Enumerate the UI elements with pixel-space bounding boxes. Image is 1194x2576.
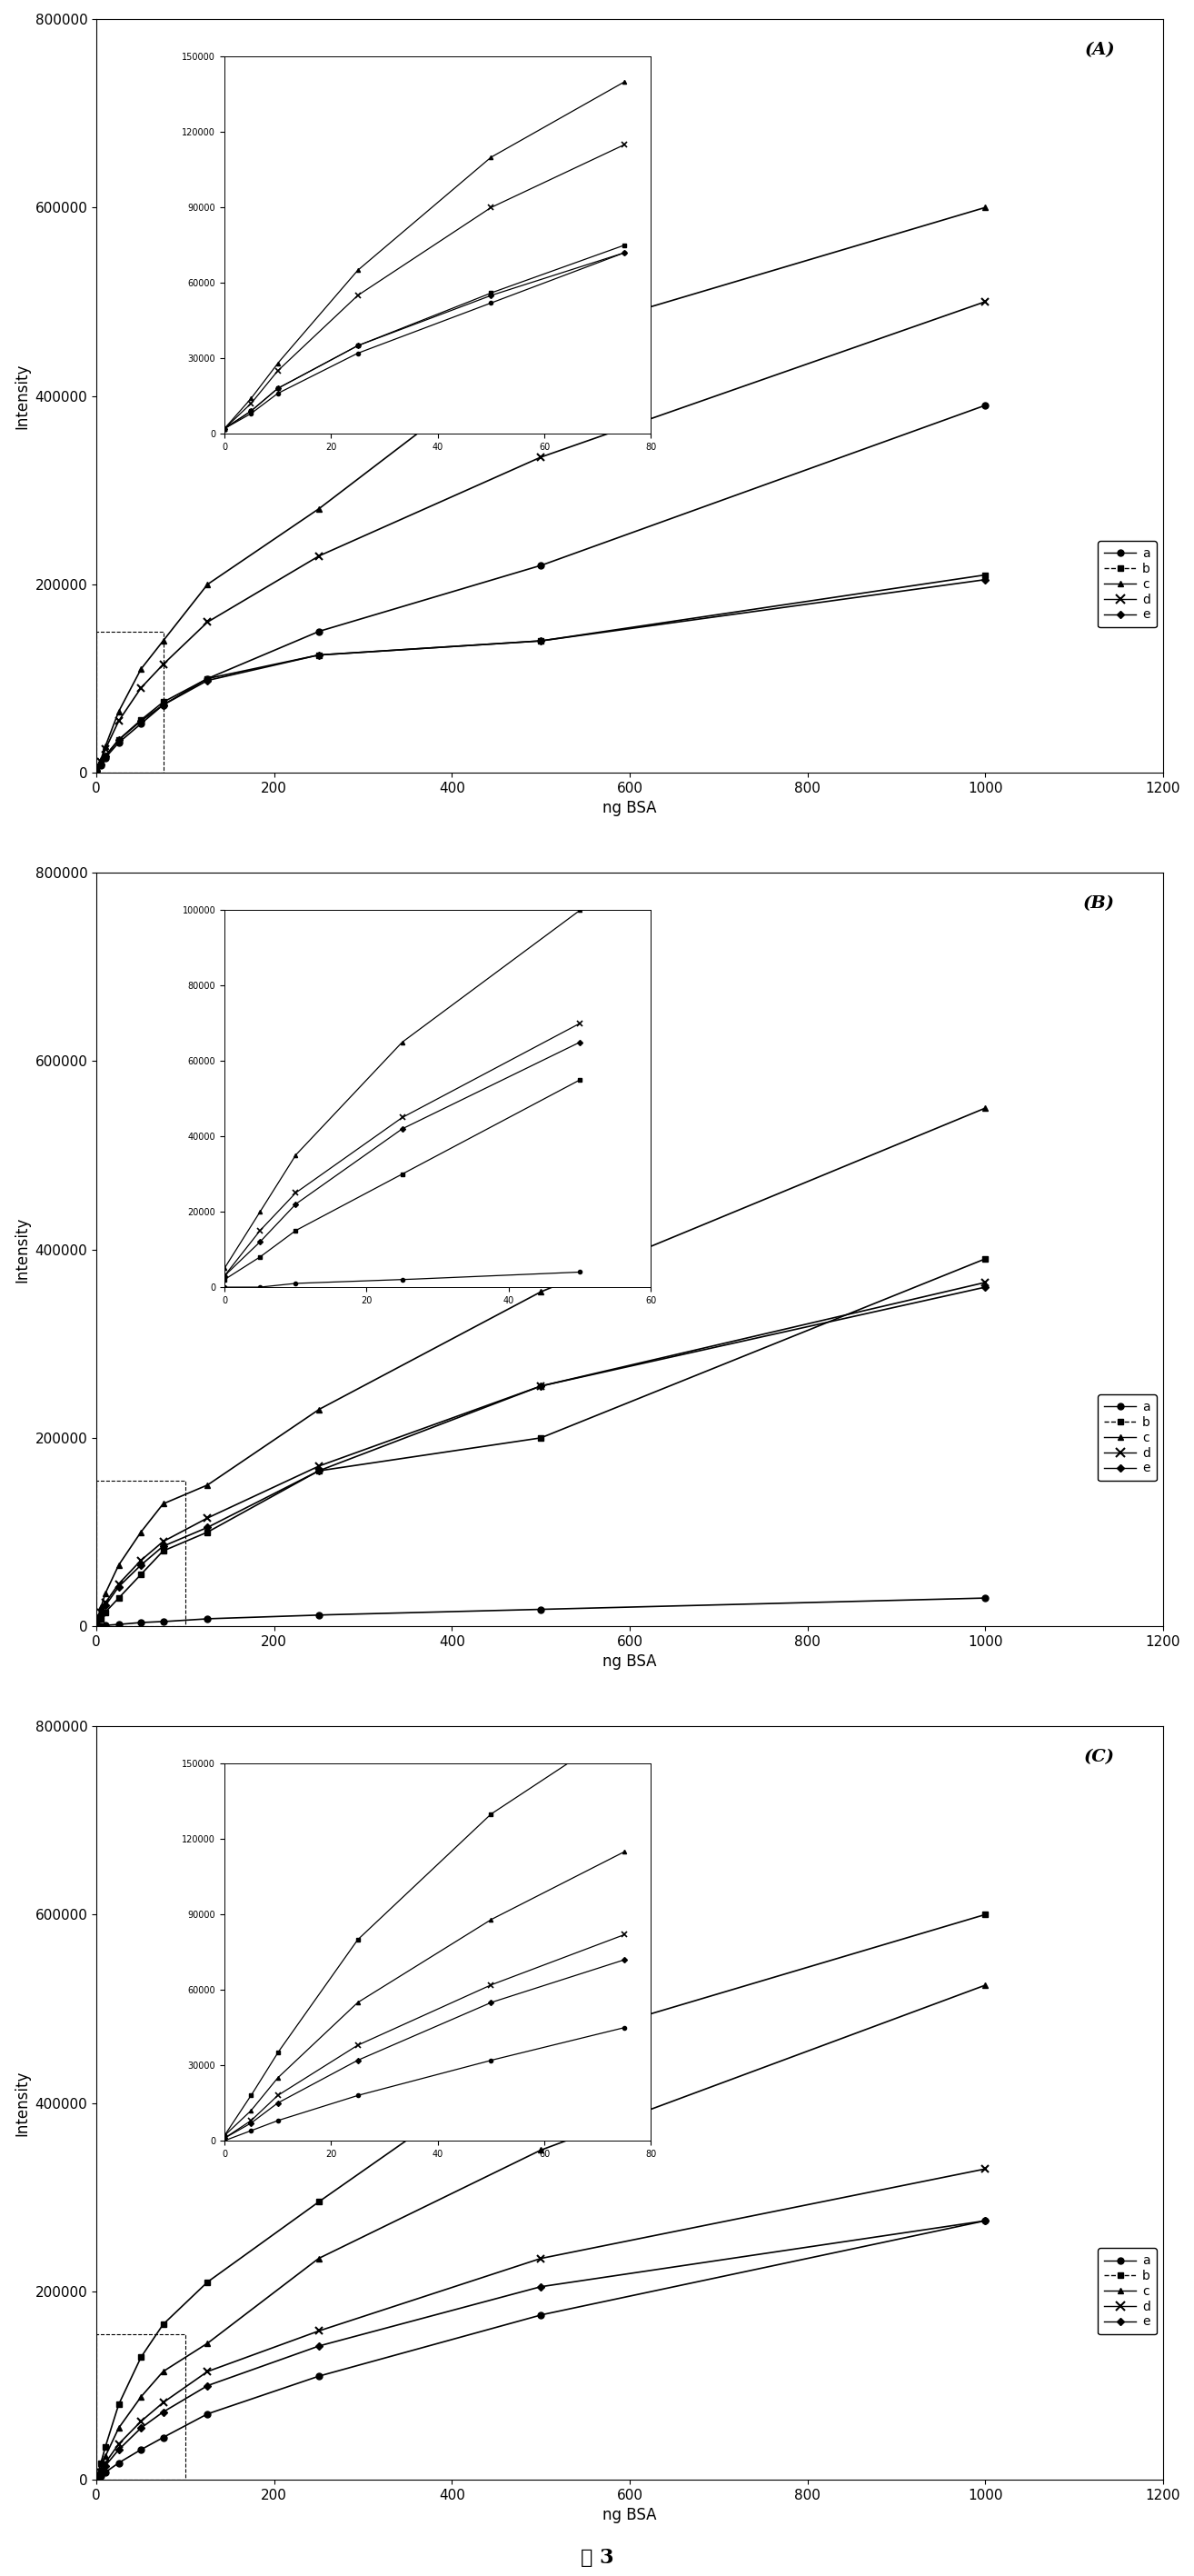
Text: (C): (C): [1084, 1749, 1115, 1765]
Text: 图 3: 图 3: [580, 2548, 614, 2568]
Text: (B): (B): [1083, 896, 1115, 912]
Legend: a, b, c, d, e: a, b, c, d, e: [1098, 541, 1157, 629]
Bar: [97, 2334, 185, 2481]
Y-axis label: Intensity: Intensity: [13, 363, 30, 428]
Bar: [97, 1481, 185, 1625]
Y-axis label: Intensity: Intensity: [13, 1216, 30, 1283]
X-axis label: ng BSA: ng BSA: [603, 1654, 657, 1669]
Legend: a, b, c, d, e: a, b, c, d, e: [1098, 2249, 1157, 2334]
Legend: a, b, c, d, e: a, b, c, d, e: [1098, 1394, 1157, 1481]
Y-axis label: Intensity: Intensity: [13, 2071, 30, 2136]
X-axis label: ng BSA: ng BSA: [603, 801, 657, 817]
Bar: [97, 631, 164, 773]
Text: (A): (A): [1084, 41, 1115, 59]
X-axis label: ng BSA: ng BSA: [603, 2506, 657, 2524]
